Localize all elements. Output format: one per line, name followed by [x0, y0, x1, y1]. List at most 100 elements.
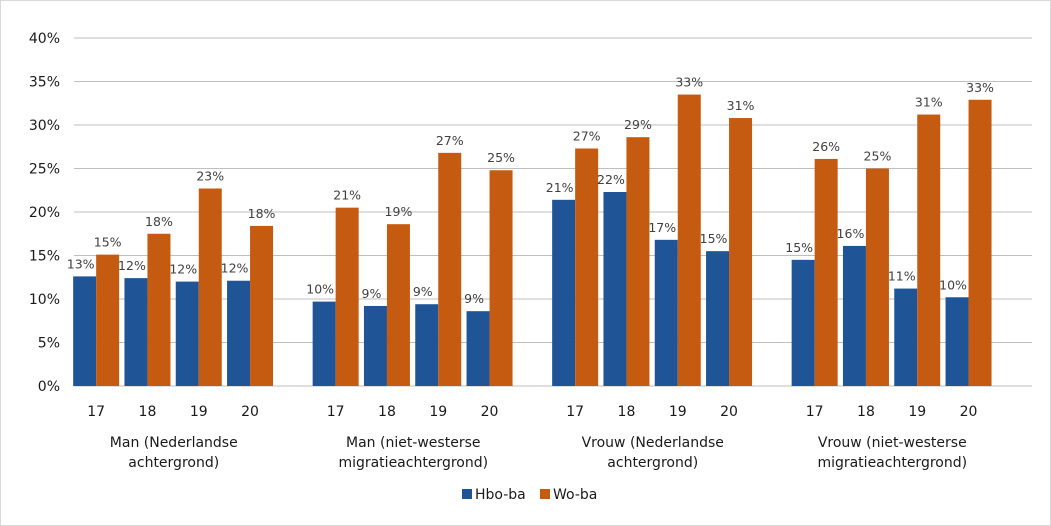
bar-hbo-ba — [791, 259, 815, 386]
data-label: 18% — [248, 206, 276, 221]
x-tick-label: 20 — [241, 404, 259, 420]
group-label: achtergrond) — [128, 455, 219, 471]
bar-hbo-ba — [466, 311, 490, 386]
data-label: 9% — [362, 286, 382, 301]
bar-hbo-ba — [945, 297, 969, 386]
data-label: 21% — [333, 188, 361, 203]
x-tick-label: 20 — [720, 404, 738, 420]
data-label: 10% — [939, 277, 967, 292]
y-tick-label: 40% — [29, 31, 60, 47]
data-label: 9% — [464, 291, 484, 306]
bar-wo-ba — [489, 170, 513, 386]
bar-wo-ba — [147, 233, 171, 386]
bar-hbo-ba — [312, 301, 336, 386]
bar-hbo-ba — [175, 281, 199, 386]
bar-hbo-ba — [552, 199, 576, 386]
bar-hbo-ba — [73, 276, 97, 386]
data-label: 11% — [888, 269, 916, 284]
x-tick-label: 18 — [378, 404, 396, 420]
data-label: 31% — [727, 98, 755, 113]
x-tick-label: 20 — [481, 404, 499, 420]
x-tick-label: 19 — [908, 404, 926, 420]
bar-wo-ba — [438, 152, 462, 386]
bar-wo-ba — [865, 168, 889, 386]
y-tick-label: 30% — [29, 118, 60, 134]
x-axis-ticks: 17 18 19 20 17 18 19 20 17 18 19 20 17 18 19 20 — [87, 404, 977, 420]
group-labels: Man (Nederlandse achtergrond) Man (niet-we… — [110, 435, 967, 471]
y-tick-label: 20% — [29, 205, 60, 221]
x-tick-label: 17 — [87, 404, 105, 420]
x-tick-label: 19 — [669, 404, 687, 420]
group-label: achtergrond) — [607, 455, 698, 471]
bar-hbo-ba — [654, 239, 678, 386]
data-label: 26% — [812, 139, 840, 154]
data-label: 10% — [306, 282, 334, 297]
bar-hbo-ba — [603, 191, 627, 386]
y-tick-label: 25% — [29, 162, 60, 178]
y-axis-ticks: 0% 5% 10% 15% 20% 25% 30% 35% 40% — [29, 31, 60, 395]
bar-wo-ba — [968, 99, 992, 387]
data-label: 33% — [675, 75, 703, 90]
data-label: 15% — [700, 231, 728, 246]
data-label: 12% — [118, 258, 146, 273]
group-label: migratieachtergrond) — [817, 455, 967, 471]
bar-wo-ba — [677, 94, 701, 387]
y-tick-label: 0% — [38, 379, 60, 395]
x-tick-label: 18 — [618, 404, 636, 420]
x-tick-label: 17 — [806, 404, 824, 420]
bar-wo-ba — [386, 224, 410, 386]
y-tick-label: 5% — [38, 336, 60, 352]
bars — [73, 94, 992, 387]
y-tick-label: 10% — [29, 292, 60, 308]
x-tick-label: 20 — [960, 404, 978, 420]
bar-hbo-ba — [842, 245, 866, 386]
bar-hbo-ba — [227, 280, 251, 386]
data-label: 15% — [94, 235, 122, 250]
x-tick-label: 19 — [429, 404, 447, 420]
group-label: migratieachtergrond) — [338, 455, 488, 471]
bar-wo-ba — [917, 114, 941, 386]
data-label: 16% — [837, 226, 865, 241]
legend-swatch — [462, 489, 472, 499]
data-label: 19% — [385, 204, 413, 219]
x-tick-label: 18 — [857, 404, 875, 420]
data-label: 15% — [785, 240, 813, 255]
bar-wo-ba — [335, 207, 359, 386]
data-label: 27% — [573, 128, 601, 143]
data-label: 12% — [169, 262, 197, 277]
data-label: 25% — [487, 150, 515, 165]
y-tick-label: 15% — [29, 249, 60, 265]
data-label: 13% — [67, 256, 95, 271]
legend: Hbo-ba Wo-ba — [462, 487, 597, 503]
bar-hbo-ba — [706, 251, 730, 386]
data-labels: 13% 15% 12% 18% 12% 23% 12% 18% 10% 21% 9% 19% 9% 27%… — [67, 75, 994, 307]
x-tick-label: 17 — [566, 404, 584, 420]
data-label: 25% — [864, 149, 892, 164]
legend-swatch — [540, 489, 550, 499]
bar-wo-ba — [729, 118, 753, 386]
data-label: 23% — [196, 169, 224, 184]
data-label: 29% — [624, 117, 652, 132]
group-label: Man (niet-westerse — [346, 435, 480, 451]
legend-label: Wo-ba — [553, 487, 597, 503]
bar-wo-ba — [250, 225, 274, 386]
data-label: 22% — [597, 172, 625, 187]
y-tick-label: 35% — [29, 75, 60, 91]
bar-wo-ba — [575, 148, 599, 386]
data-label: 9% — [413, 284, 433, 299]
x-tick-label: 17 — [327, 404, 345, 420]
bar-wo-ba — [814, 158, 838, 386]
legend-label: Hbo-ba — [475, 487, 526, 503]
data-label: 21% — [546, 180, 574, 195]
data-label: 27% — [436, 133, 464, 148]
data-label: 17% — [648, 220, 676, 235]
x-tick-label: 19 — [190, 404, 208, 420]
group-label: Man (Nederlandse — [110, 435, 238, 451]
data-label: 31% — [915, 95, 943, 110]
bar-wo-ba — [96, 254, 120, 386]
data-label: 12% — [221, 261, 249, 276]
bar-hbo-ba — [124, 278, 148, 386]
bar-hbo-ba — [894, 288, 918, 386]
x-tick-label: 18 — [139, 404, 157, 420]
